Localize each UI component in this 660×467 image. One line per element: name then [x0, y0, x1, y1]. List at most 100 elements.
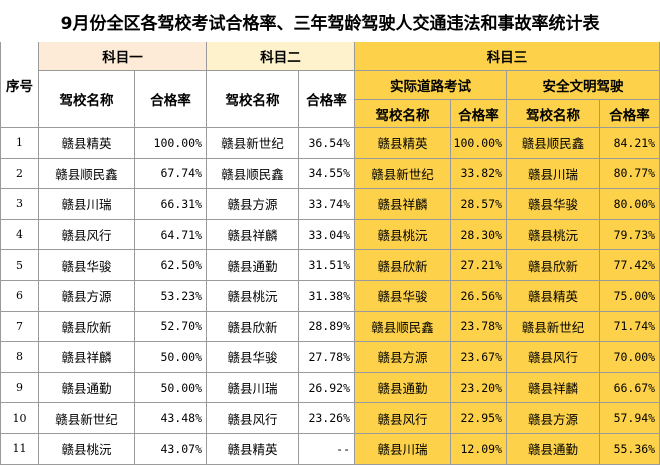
- s1-school-cell: 赣县桃沅: [38, 432, 135, 465]
- s2-rate-cell: --: [298, 432, 355, 465]
- s1-rate-cell: 53.23%: [134, 279, 207, 312]
- s3b-rate-cell: 55.36%: [598, 432, 660, 465]
- s3b-school-cell: 赣县欣新: [506, 249, 600, 281]
- s1-school-cell: 赣县华骏: [38, 249, 135, 281]
- table-row: 7 赣县欣新 52.70% 赣县欣新 28.89% 赣县顺民鑫 23.78% 赣县新世纪 71.…: [0, 310, 660, 343]
- s3b-school-cell: 赣县方源: [506, 402, 600, 434]
- seq-cell: 9: [0, 371, 39, 404]
- s2-rate-cell: 36.54%: [298, 127, 355, 159]
- s1-school-cell: 赣县顺民鑫: [38, 157, 135, 190]
- s2-school-cell: 赣县川瑞: [206, 371, 299, 404]
- s3b-rate-cell: 80.00%: [598, 188, 660, 220]
- s3a-school-cell: 赣县方源: [354, 341, 451, 373]
- s1-school-cell: 赣县风行: [38, 218, 135, 251]
- s2-school-cell: 赣县祥麟: [206, 218, 299, 251]
- header-s3b-rate: 合格率: [598, 99, 660, 128]
- s3a-rate-cell: 33.82%: [450, 157, 507, 190]
- s2-school-cell: 赣县桃沅: [206, 279, 299, 312]
- s1-rate-cell: 50.00%: [134, 341, 207, 373]
- s2-rate-cell: 31.38%: [298, 279, 355, 312]
- s3b-rate-cell: 79.73%: [598, 218, 660, 251]
- seq-cell: 3: [0, 188, 39, 220]
- s3b-rate-cell: 75.00%: [598, 279, 660, 312]
- table-title: 9月份全区各驾校考试合格率、三年驾龄驾驶人交通违法和事故率统计表: [0, 0, 660, 42]
- s2-school-cell: 赣县通勤: [206, 249, 299, 281]
- s1-school-cell: 赣县新世纪: [38, 402, 135, 434]
- table-row: 10 赣县新世纪 43.48% 赣县风行 23.26% 赣县风行 22.95% 赣县方源 57.…: [0, 402, 660, 434]
- header-road-test: 实际道路考试: [354, 70, 507, 100]
- seq-cell: 10: [0, 402, 39, 434]
- table-row: 8 赣县祥麟 50.00% 赣县华骏 27.78% 赣县方源 23.67% 赣县风行 70.00…: [0, 341, 660, 373]
- header-s3b-school: 驾校名称: [506, 99, 600, 128]
- s3b-rate-cell: 70.00%: [598, 341, 660, 373]
- header-s3a-rate: 合格率: [450, 99, 507, 128]
- header-safe-driving: 安全文明驾驶: [505, 70, 660, 100]
- s1-rate-cell: 66.31%: [134, 188, 207, 220]
- s1-school-cell: 赣县方源: [38, 279, 135, 312]
- s2-school-cell: 赣县欣新: [206, 310, 299, 343]
- s1-school-cell: 赣县祥麟: [38, 341, 135, 373]
- header-subject3: 科目三: [353, 41, 660, 71]
- s1-rate-cell: 43.48%: [134, 402, 207, 434]
- s3a-school-cell: 赣县川瑞: [354, 432, 451, 465]
- table-row: 3 赣县川瑞 66.31% 赣县方源 33.74% 赣县祥麟 28.57% 赣县华骏 80.00…: [0, 188, 660, 220]
- s1-rate-cell: 52.70%: [134, 310, 207, 343]
- s3a-rate-cell: 26.56%: [450, 279, 507, 312]
- table-row: 1 赣县精英 100.00% 赣县新世纪 36.54% 赣县精英 100.00% 赣县顺民鑫 8…: [0, 127, 660, 159]
- s1-rate-cell: 67.74%: [134, 157, 207, 190]
- s3b-school-cell: 赣县风行: [506, 341, 600, 373]
- s1-rate-cell: 64.71%: [134, 218, 207, 251]
- table-row: 11 赣县桃沅 43.07% 赣县精英 -- 赣县川瑞 12.09% 赣县通勤 55.36%: [0, 432, 660, 465]
- seq-cell: 6: [0, 279, 39, 312]
- s2-rate-cell: 33.74%: [298, 188, 355, 220]
- header-s2-school: 驾校名称: [206, 70, 299, 128]
- s2-school-cell: 赣县精英: [206, 432, 299, 465]
- s3b-rate-cell: 77.42%: [598, 249, 660, 281]
- seq-cell: 2: [0, 157, 39, 190]
- s3a-rate-cell: 28.57%: [450, 188, 507, 220]
- s1-school-cell: 赣县欣新: [38, 310, 135, 343]
- table-row: 9 赣县通勤 50.00% 赣县川瑞 26.92% 赣县通勤 23.20% 赣县祥麟 66.67…: [0, 371, 660, 404]
- s3a-rate-cell: 23.20%: [450, 371, 507, 404]
- s3a-school-cell: 赣县风行: [354, 402, 451, 434]
- s3a-rate-cell: 12.09%: [450, 432, 507, 465]
- header-s1-school: 驾校名称: [38, 70, 135, 128]
- s2-school-cell: 赣县华骏: [206, 341, 299, 373]
- s2-rate-cell: 31.51%: [298, 249, 355, 281]
- s1-school-cell: 赣县通勤: [38, 371, 135, 404]
- s1-school-cell: 赣县精英: [38, 127, 135, 159]
- s2-school-cell: 赣县风行: [206, 402, 299, 434]
- s3b-school-cell: 赣县祥麟: [506, 371, 600, 404]
- s3b-rate-cell: 66.67%: [598, 371, 660, 404]
- s3a-school-cell: 赣县新世纪: [354, 157, 451, 190]
- header-s2-rate: 合格率: [298, 70, 355, 128]
- s3b-rate-cell: 80.77%: [598, 157, 660, 190]
- s1-school-cell: 赣县川瑞: [38, 188, 135, 220]
- table-row: 6 赣县方源 53.23% 赣县桃沅 31.38% 赣县华骏 26.56% 赣县精英 75.00…: [0, 279, 660, 312]
- s1-rate-cell: 50.00%: [134, 371, 207, 404]
- s3b-school-cell: 赣县顺民鑫: [506, 127, 600, 159]
- table-row: 4 赣县风行 64.71% 赣县祥麟 33.04% 赣县桃沅 28.30% 赣县桃沅 79.73…: [0, 218, 660, 251]
- s2-school-cell: 赣县新世纪: [206, 127, 299, 159]
- s3b-school-cell: 赣县川瑞: [506, 157, 600, 190]
- s3a-rate-cell: 27.21%: [450, 249, 507, 281]
- s3b-rate-cell: 57.94%: [598, 402, 660, 434]
- seq-cell: 7: [0, 310, 39, 343]
- header-s1-rate: 合格率: [134, 70, 207, 128]
- s2-rate-cell: 26.92%: [298, 371, 355, 404]
- s2-school-cell: 赣县顺民鑫: [206, 157, 299, 190]
- table-row: 5 赣县华骏 62.50% 赣县通勤 31.51% 赣县欣新 27.21% 赣县欣新 77.42…: [0, 249, 660, 281]
- table-row: 2 赣县顺民鑫 67.74% 赣县顺民鑫 34.55% 赣县新世纪 33.82% 赣县川瑞 80…: [0, 157, 660, 190]
- s1-rate-cell: 43.07%: [134, 432, 207, 465]
- s3a-rate-cell: 100.00%: [450, 127, 507, 159]
- s3a-school-cell: 赣县欣新: [354, 249, 451, 281]
- s2-rate-cell: 23.26%: [298, 402, 355, 434]
- header-s3a-school: 驾校名称: [354, 99, 451, 128]
- s3a-rate-cell: 23.67%: [450, 341, 507, 373]
- s3a-rate-cell: 28.30%: [450, 218, 507, 251]
- s3a-school-cell: 赣县精英: [354, 127, 451, 159]
- s3b-rate-cell: 71.74%: [598, 310, 660, 343]
- seq-cell: 11: [0, 432, 39, 465]
- s3a-school-cell: 赣县顺民鑫: [354, 310, 451, 343]
